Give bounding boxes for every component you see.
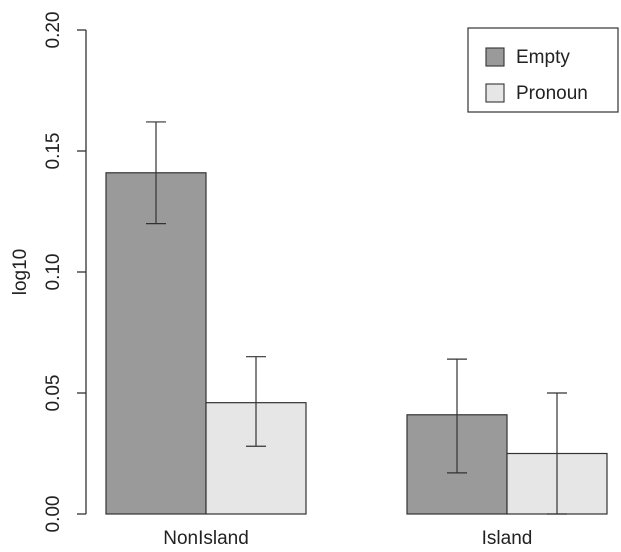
error-bar-pronoun-island [547,392,567,515]
category-label: NonIsland [163,528,249,549]
y-tick-label: 0.20 [43,12,64,49]
legend-swatch-empty [485,47,505,67]
legend-label-empty: Empty [516,47,570,68]
error-bar-empty-nonisland [146,121,166,225]
y-tick-label: 0.15 [43,133,64,170]
y-axis: 0.00 0.05 0.10 0.15 0.20 [43,12,87,533]
legend: Empty Pronoun [467,27,619,113]
error-bars [146,121,567,515]
legend-label-pronoun: Pronoun [516,83,588,104]
error-bar-empty-island [447,358,467,474]
y-axis-title: log10 [10,249,31,296]
y-tick-label: 0.10 [43,254,64,291]
category-labels: NonIsland Island [163,528,532,549]
error-bar-pronoun-nonisland [246,356,266,447]
bar-empty-nonisland [105,172,207,515]
y-tick-label: 0.00 [43,496,64,533]
category-label: Island [482,528,533,549]
y-tick-label: 0.05 [43,375,64,412]
legend-swatch-pronoun [485,83,505,103]
bars [105,172,608,515]
